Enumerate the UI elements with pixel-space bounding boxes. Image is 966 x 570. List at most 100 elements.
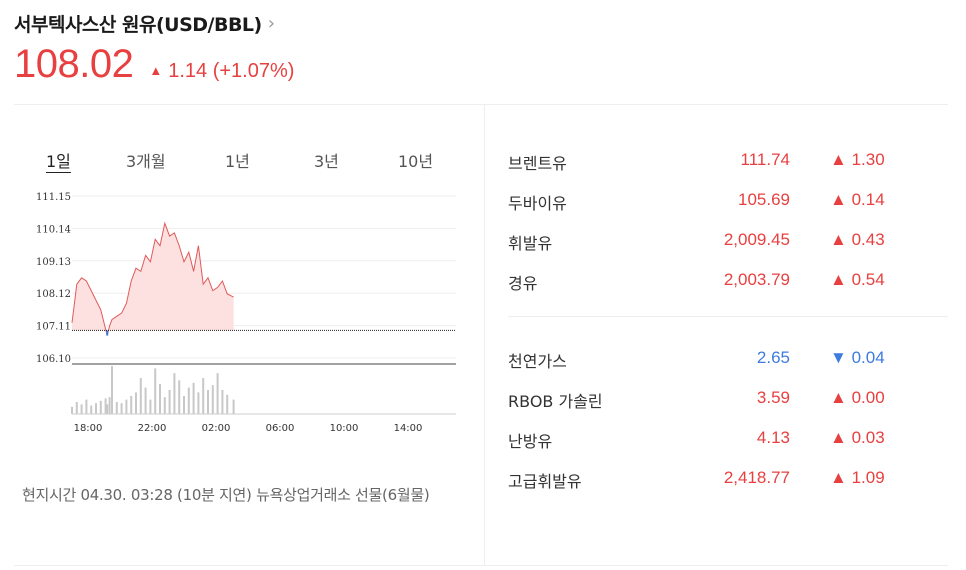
volume-bar — [159, 384, 161, 414]
divider — [14, 565, 948, 566]
divider-vertical — [484, 105, 485, 565]
y-tick-label: 106.10 — [36, 354, 71, 365]
volume-bar — [139, 378, 142, 414]
volume-bar — [120, 403, 123, 414]
tab-1y[interactable]: 1년 — [225, 152, 250, 171]
quote-change-value: 0.54 — [851, 270, 885, 289]
volume-bar — [75, 402, 78, 414]
y-tick-label: 108.12 — [36, 289, 71, 300]
divider — [508, 316, 948, 317]
instrument-title: 서부텍사스산 원유(USD/BBL) — [14, 14, 262, 36]
period-tabs: 1일 3개월 1년 3년 10년 — [40, 148, 450, 174]
footer-note: 현지시간 04.30. 03:28 (10분 지연) 뉴욕상업거래소 선물(6월… — [22, 486, 430, 504]
current-price: 108.02 — [14, 42, 134, 86]
volume-bar — [202, 378, 205, 414]
x-tick-label: 14:00 — [394, 423, 423, 434]
quote-value: 2,003.79 — [723, 270, 790, 289]
quote-name: 휘발유 — [508, 234, 553, 253]
volume-bar — [149, 399, 152, 414]
up-arrow-icon: ▲ — [830, 270, 847, 289]
quote-change: ▲ 0.00 — [830, 388, 885, 408]
volume-bar — [115, 402, 118, 414]
volume-bar — [99, 400, 102, 414]
quote-change: ▼ 0.04 — [830, 348, 885, 368]
quote-name: 난방유 — [508, 432, 553, 451]
quote-row[interactable]: 경유 2,003.79 ▲ 0.54 — [508, 270, 898, 294]
up-arrow-icon: ▲ — [830, 428, 847, 447]
quote-change: ▲ 0.03 — [830, 428, 885, 448]
quote-name: 두바이유 — [508, 194, 567, 213]
down-arrow-icon: ▼ — [830, 348, 847, 367]
quote-name: 경유 — [508, 274, 538, 293]
quote-change: ▲ 0.54 — [830, 270, 885, 290]
quote-change-value: 0.04 — [851, 348, 885, 367]
quote-change: ▲ 1.09 — [830, 468, 885, 488]
quote-row[interactable]: RBOB 가솔린 3.59 ▲ 0.00 — [508, 388, 898, 412]
tab-10y[interactable]: 10년 — [398, 152, 434, 171]
quote-row[interactable]: 휘발유 2,009.45 ▲ 0.43 — [508, 230, 898, 254]
volume-bar — [106, 404, 109, 414]
volume-bar — [80, 404, 83, 414]
volume-bar — [108, 397, 111, 414]
tab-3y[interactable]: 3년 — [314, 152, 339, 171]
price-line — [71, 221, 234, 336]
volume-bar — [95, 403, 97, 414]
quote-change-value: 0.43 — [851, 230, 885, 249]
volume-bar — [178, 380, 181, 414]
price-change: ▲ 1.14 (+1.07%) — [149, 60, 294, 83]
quote-change: ▲ 1.30 — [830, 150, 885, 170]
volume-bar — [71, 406, 73, 414]
tab-1d[interactable]: 1일 — [46, 152, 71, 171]
volume-bar — [232, 399, 235, 414]
volume-bar — [154, 368, 157, 414]
volume-bar — [183, 396, 185, 414]
quote-change: ▲ 0.14 — [830, 190, 885, 210]
volume-bar — [130, 396, 133, 414]
up-arrow-icon: ▲ — [830, 468, 847, 487]
volume-bar — [90, 405, 93, 414]
quote-row[interactable]: 고급휘발유 2,418.77 ▲ 1.09 — [508, 468, 898, 492]
volume-bar — [207, 390, 209, 414]
tab-3m[interactable]: 3개월 — [126, 152, 166, 171]
x-tick-label: 02:00 — [202, 423, 231, 434]
price-area — [72, 223, 234, 336]
volume-bar — [135, 392, 137, 414]
quote-value: 105.69 — [738, 190, 790, 209]
volume-bar — [211, 385, 214, 414]
quote-name: 고급휘발유 — [508, 472, 582, 491]
quote-value: 4.13 — [756, 428, 790, 447]
volume-bar — [216, 373, 219, 414]
up-arrow-icon: ▲ — [830, 388, 847, 407]
instrument-title-link[interactable]: 서부텍사스산 원유(USD/BBL) › — [14, 10, 275, 37]
volume-bar — [173, 373, 176, 414]
quote-value: 2,418.77 — [723, 468, 790, 487]
volume-bar — [85, 399, 88, 414]
volume-bar — [187, 387, 190, 414]
quote-change-value: 0.14 — [851, 190, 885, 209]
price-row: 108.02 ▲ 1.14 (+1.07%) — [14, 42, 294, 87]
quote-value: 3.59 — [756, 388, 790, 407]
quote-row[interactable]: 천연가스 2.65 ▼ 0.04 — [508, 348, 898, 372]
quote-change: ▲ 0.43 — [830, 230, 885, 250]
up-arrow-icon: ▲ — [830, 230, 847, 249]
quote-value: 2,009.45 — [723, 230, 790, 249]
quote-value: 2.65 — [756, 348, 790, 367]
volume-bar — [226, 394, 229, 414]
price-change-value: 1.14 (+1.07%) — [168, 60, 295, 82]
divider — [14, 104, 948, 105]
y-tick-label: 107.11 — [36, 322, 71, 333]
quote-row[interactable]: 브렌트유 111.74 ▲ 1.30 — [508, 150, 898, 174]
volume-bar — [221, 390, 224, 414]
volume-bar — [192, 382, 195, 414]
price-chart[interactable]: 111.15 110.14 109.13 108.12 107.11 106.10 18:0… — [14, 186, 464, 441]
quote-name: 브렌트유 — [508, 154, 567, 173]
y-tick-label: 110.14 — [36, 224, 71, 235]
quote-change-value: 0.03 — [851, 428, 885, 447]
quote-name: 천연가스 — [508, 352, 567, 371]
quote-value: 111.74 — [740, 150, 790, 169]
volume-bar — [104, 398, 107, 414]
quote-row[interactable]: 난방유 4.13 ▲ 0.03 — [508, 428, 898, 452]
x-tick-label: 06:00 — [266, 423, 295, 434]
quote-row[interactable]: 두바이유 105.69 ▲ 0.14 — [508, 190, 898, 214]
volume-bar — [144, 387, 147, 414]
